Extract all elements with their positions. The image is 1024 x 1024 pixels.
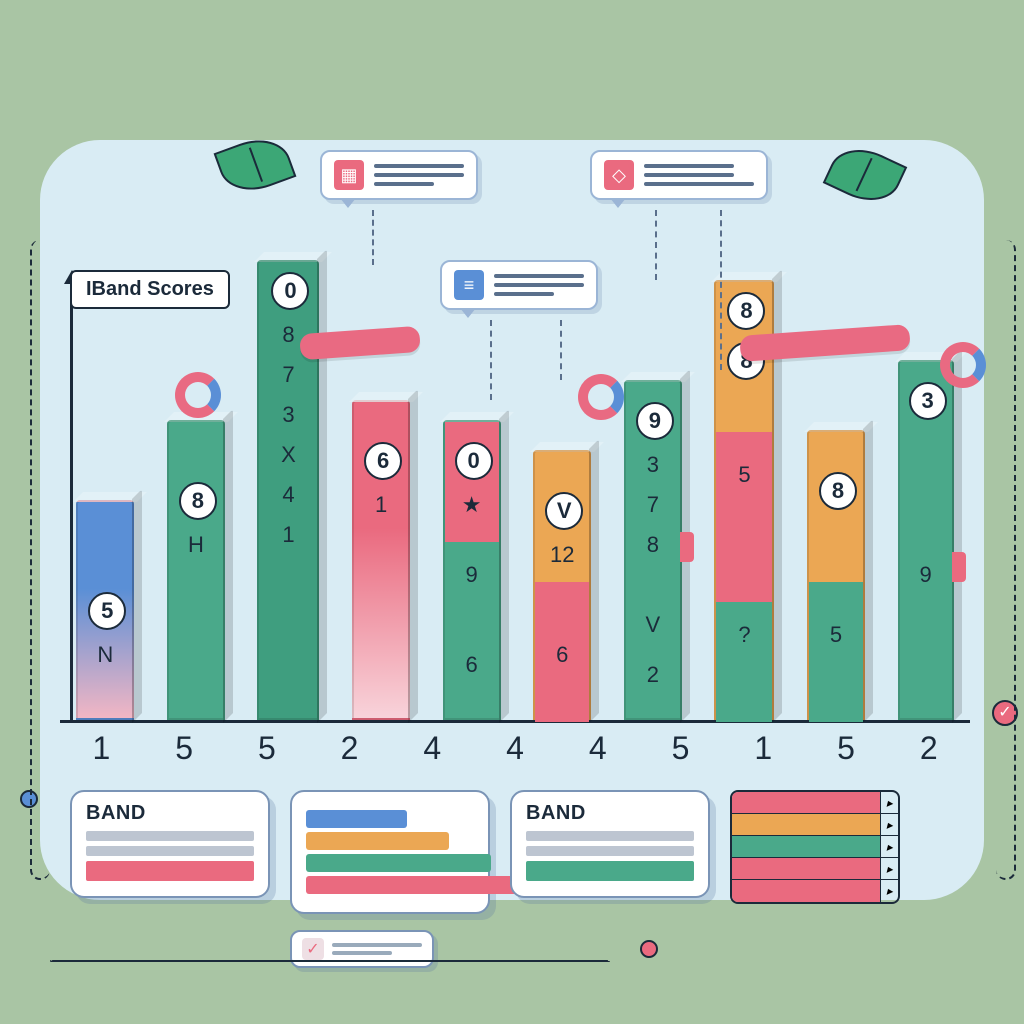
stack-row: ▸ (732, 858, 898, 880)
connector (490, 320, 492, 400)
mini-bar (306, 876, 533, 894)
chevron-icon: ▸ (880, 792, 898, 813)
callout-icon: ◇ (604, 160, 634, 190)
bar: 0 8 7 3 X 4 1 (257, 260, 319, 720)
accent-row (86, 861, 254, 881)
bar: 39 (898, 360, 954, 720)
ring-icon (940, 342, 986, 388)
mini-bar (306, 832, 449, 850)
stack-row: ▸ (732, 836, 898, 858)
legend-cards: Band Band ▸▸▸▸▸ (70, 790, 960, 914)
bar-value: X (281, 442, 296, 468)
connector (560, 320, 562, 380)
dot-icon (640, 940, 658, 958)
bar-value: 8 (282, 322, 294, 348)
bar-value: 5 (738, 462, 750, 488)
bar: 9 3 7 8 V 2 (624, 380, 682, 720)
bar: 8H (167, 420, 225, 720)
bar-value: 7 (647, 492, 659, 518)
x-tick-label: 5 (225, 730, 308, 767)
card-title: Band (526, 802, 694, 825)
callout: ◇ (590, 150, 768, 200)
value-badge: 6 (364, 442, 402, 480)
bar-value: 7 (282, 362, 294, 388)
value-badge: 5 (88, 592, 126, 630)
bar-value: 6 (556, 642, 568, 668)
card-title: Band (86, 802, 254, 825)
callout: ≡ (440, 260, 598, 310)
chevron-icon: ▸ (880, 814, 898, 835)
bar-value: 5 (830, 622, 842, 648)
value-badge: 8 (727, 292, 765, 330)
bar: 0 ★ 9 6 (443, 420, 501, 720)
bar-value: ★ (462, 492, 482, 518)
bar-value: 1 (375, 492, 387, 518)
callout: ▦ (320, 150, 478, 200)
dashed-frame (996, 240, 1016, 880)
check-chip: ✓ (290, 930, 434, 968)
bar: 5N (76, 500, 134, 720)
connector (720, 210, 722, 370)
bar-value: 4 (282, 482, 294, 508)
x-tick-label: 2 (887, 730, 970, 767)
bar-value: 3 (282, 402, 294, 428)
bar-value: 8 (647, 532, 659, 558)
stack-row: ▸ (732, 814, 898, 836)
x-tick-label: 5 (805, 730, 888, 767)
value-badge: 3 (909, 382, 947, 420)
bar-value: N (97, 642, 113, 668)
value-badge: 9 (636, 402, 674, 440)
x-tick-label: 4 (474, 730, 557, 767)
bar: V 12 6 (533, 450, 591, 720)
band-card: Band (510, 790, 710, 898)
chevron-icon: ▸ (880, 836, 898, 857)
mini-bar (306, 854, 491, 872)
stack-row: ▸ (732, 792, 898, 814)
bar-value: 12 (550, 542, 574, 568)
x-tick-label: 2 (308, 730, 391, 767)
connector (372, 210, 374, 265)
bar-value: V (646, 612, 661, 638)
bar-value: 9 (466, 562, 478, 588)
value-badge: 0 (271, 272, 309, 310)
mini-bar (306, 810, 407, 828)
x-labels: 15524445152 (60, 730, 970, 767)
callout-icon: ≡ (454, 270, 484, 300)
x-tick-label: 1 (722, 730, 805, 767)
bar-value: 1 (282, 522, 294, 548)
bar: 61 (352, 400, 410, 720)
bar-value: 9 (920, 562, 932, 588)
value-badge: 0 (455, 442, 493, 480)
bar-value: 3 (647, 452, 659, 478)
bar-value: ? (738, 622, 750, 648)
ring-icon (175, 372, 221, 418)
connector (655, 210, 657, 280)
x-tick-label: 4 (391, 730, 474, 767)
x-tick-label: 4 (556, 730, 639, 767)
bar-value: 6 (466, 652, 478, 678)
x-tick-label: 5 (639, 730, 722, 767)
value-badge: 8 (179, 482, 217, 520)
minibar-card (290, 790, 490, 914)
band-card: Band (70, 790, 270, 898)
dashed-frame (30, 240, 50, 880)
x-tick-label: 1 (60, 730, 143, 767)
stack-row: ▸ (732, 880, 898, 902)
stack-card: ▸▸▸▸▸ (730, 790, 900, 904)
value-badge: V (545, 492, 583, 530)
bar-value: 2 (647, 662, 659, 688)
chevron-icon: ▸ (880, 880, 898, 902)
callout-icon: ▦ (334, 160, 364, 190)
value-badge: 8 (819, 472, 857, 510)
x-tick-label: 5 (143, 730, 226, 767)
check-icon: ✓ (302, 938, 324, 960)
bar: 85 (807, 430, 865, 720)
dashed-frame (50, 960, 610, 962)
bar-value: H (188, 532, 204, 558)
ring-icon (578, 374, 624, 420)
chevron-icon: ▸ (880, 858, 898, 879)
accent-row (526, 861, 694, 881)
